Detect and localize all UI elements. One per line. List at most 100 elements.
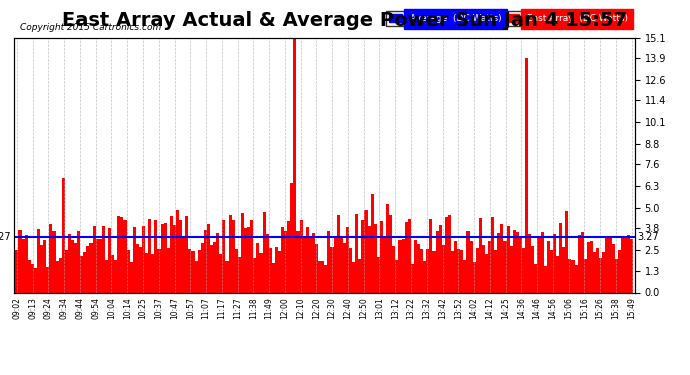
Bar	[337, 214, 339, 292]
Bar	[115, 260, 117, 292]
Bar	[581, 232, 584, 292]
Bar	[402, 239, 404, 292]
Bar	[204, 230, 207, 292]
Bar	[506, 226, 510, 292]
Bar	[386, 204, 389, 292]
Bar	[525, 58, 529, 292]
Bar	[618, 250, 621, 292]
Bar	[164, 223, 167, 292]
Bar	[21, 239, 25, 292]
Bar	[25, 236, 28, 292]
Bar	[250, 220, 253, 292]
Bar	[578, 235, 581, 292]
Bar	[306, 227, 309, 292]
Bar	[65, 250, 68, 292]
Bar	[40, 245, 43, 292]
Bar	[74, 243, 77, 292]
Bar	[497, 233, 500, 292]
Bar	[130, 262, 132, 292]
Bar	[596, 248, 600, 292]
Bar	[627, 234, 630, 292]
Bar	[284, 231, 287, 292]
Bar	[605, 237, 609, 292]
Bar	[222, 220, 226, 292]
Bar	[148, 219, 151, 292]
Bar	[299, 220, 303, 292]
Bar	[272, 264, 275, 292]
Bar	[451, 251, 454, 292]
Bar	[624, 237, 627, 292]
Bar	[132, 227, 136, 292]
Bar	[565, 211, 569, 292]
Bar	[31, 264, 34, 292]
Bar	[575, 265, 578, 292]
Bar	[126, 250, 130, 292]
Bar	[197, 250, 201, 292]
Bar	[46, 267, 49, 292]
Bar	[540, 232, 544, 292]
Bar	[389, 215, 393, 292]
Bar	[226, 261, 228, 292]
Bar	[315, 244, 318, 292]
Bar	[161, 224, 164, 292]
Bar	[343, 243, 346, 292]
Bar	[232, 220, 235, 292]
Bar	[339, 236, 343, 292]
Bar	[99, 238, 102, 292]
Bar	[142, 226, 145, 292]
Bar	[117, 216, 120, 292]
Bar	[414, 240, 417, 292]
Bar	[124, 220, 126, 292]
Bar	[92, 226, 96, 292]
Bar	[417, 244, 420, 292]
Bar	[155, 220, 157, 292]
Bar	[485, 254, 488, 292]
Bar	[448, 215, 451, 292]
Bar	[278, 251, 281, 292]
Bar	[488, 242, 491, 292]
Bar	[266, 234, 268, 292]
Bar	[55, 261, 59, 292]
Bar	[426, 249, 429, 292]
Bar	[80, 256, 83, 292]
Bar	[28, 260, 31, 292]
Bar	[186, 216, 188, 292]
Bar	[83, 252, 86, 292]
Bar	[445, 217, 448, 292]
Bar	[331, 247, 333, 292]
Bar	[439, 225, 442, 292]
Bar	[281, 227, 284, 292]
Bar	[559, 223, 562, 292]
Bar	[71, 240, 74, 292]
Bar	[408, 219, 411, 292]
Bar	[571, 260, 575, 292]
Bar	[479, 217, 482, 292]
Bar	[590, 241, 593, 292]
Bar	[49, 224, 52, 292]
Bar	[519, 236, 522, 292]
Bar	[170, 216, 173, 292]
Bar	[504, 241, 506, 292]
Bar	[327, 231, 331, 292]
Bar	[358, 259, 362, 292]
Bar	[371, 194, 374, 292]
Bar	[216, 233, 219, 292]
Bar	[433, 251, 435, 292]
Bar	[68, 234, 71, 292]
Bar	[393, 246, 395, 292]
Bar	[362, 220, 364, 292]
Bar	[195, 261, 197, 292]
Bar	[241, 213, 244, 292]
Bar	[90, 243, 92, 292]
Bar	[120, 217, 124, 292]
Bar	[191, 251, 195, 292]
Bar	[297, 231, 299, 292]
Bar	[377, 257, 380, 292]
Bar	[615, 259, 618, 292]
Bar	[569, 258, 571, 292]
Bar	[43, 240, 46, 292]
Bar	[136, 244, 139, 292]
Bar	[529, 234, 531, 292]
Bar	[544, 266, 546, 292]
Bar	[404, 222, 408, 292]
